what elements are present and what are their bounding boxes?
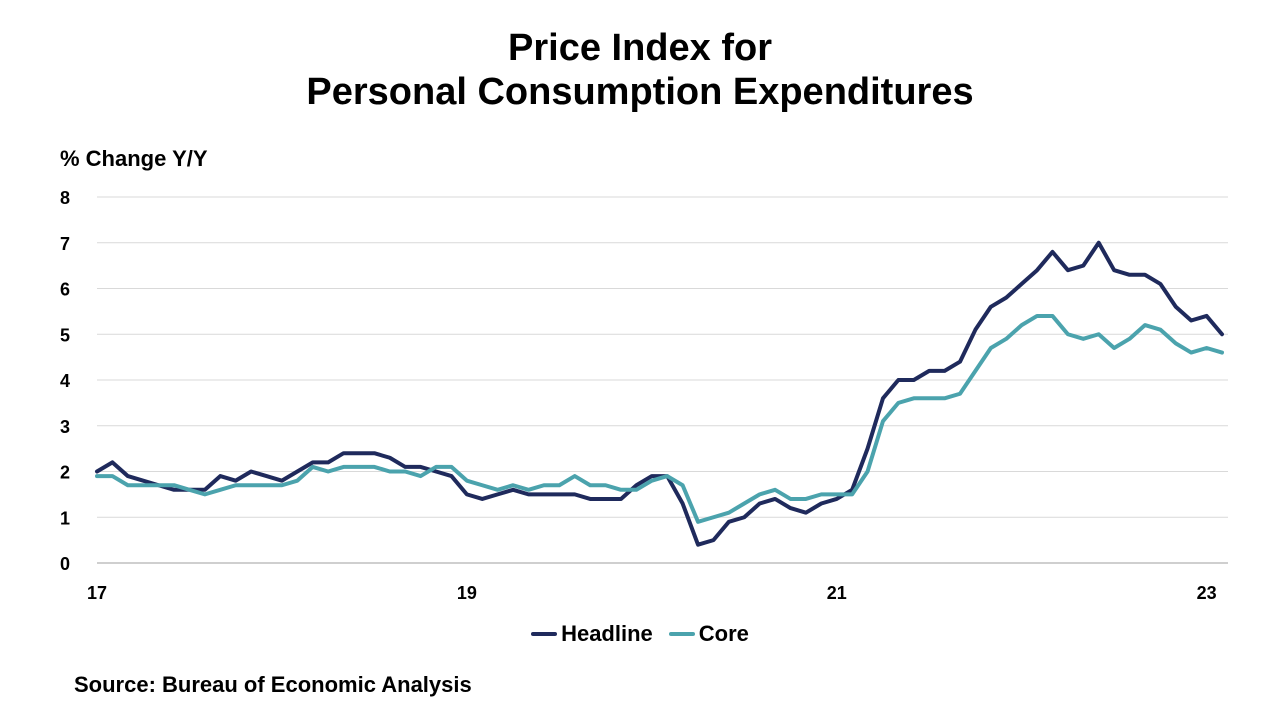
y-tick-label: 2: [60, 463, 70, 483]
y-tick-label: 5: [60, 325, 70, 345]
x-tick-label: 23: [1197, 583, 1217, 603]
legend-swatch-core: [668, 632, 695, 636]
y-tick-label: 4: [60, 371, 70, 391]
source-note: Source: Bureau of Economic Analysis: [74, 672, 472, 697]
x-tick-labels: 17 19 21 23: [87, 583, 1217, 603]
y-tick-label: 6: [60, 280, 70, 300]
chart-title-line1: Price Index for: [508, 27, 772, 69]
legend-item-core: Core: [668, 621, 749, 647]
y-tick-label: 8: [60, 188, 70, 208]
y-axis-label: % Change Y/Y: [60, 146, 208, 171]
legend-swatch-headline: [531, 632, 558, 636]
legend-label-headline: Headline: [561, 621, 653, 646]
y-tick-labels: 0 1 2 3 4 5 6 7 8: [60, 188, 70, 574]
series-line-headline: [95, 240, 1224, 547]
series-line-core: [95, 313, 1224, 524]
legend-label-core: Core: [698, 621, 749, 646]
y-tick-label: 0: [60, 554, 70, 574]
gridlines: [97, 196, 1228, 518]
chart-title: Price Index for Personal Consumption Exp…: [0, 26, 1280, 114]
series-lines: [95, 240, 1224, 547]
chart-title-line2: Personal Consumption Expenditures: [306, 71, 974, 113]
x-tick-label: 17: [87, 583, 107, 603]
x-tick-label: 19: [457, 583, 477, 603]
y-tick-label: 7: [60, 234, 70, 254]
legend-item-headline: Headline: [531, 621, 653, 647]
legend: Headline Core: [0, 621, 1280, 647]
y-tick-label: 1: [60, 508, 70, 528]
y-tick-label: 3: [60, 417, 70, 437]
x-tick-label: 21: [827, 583, 847, 603]
